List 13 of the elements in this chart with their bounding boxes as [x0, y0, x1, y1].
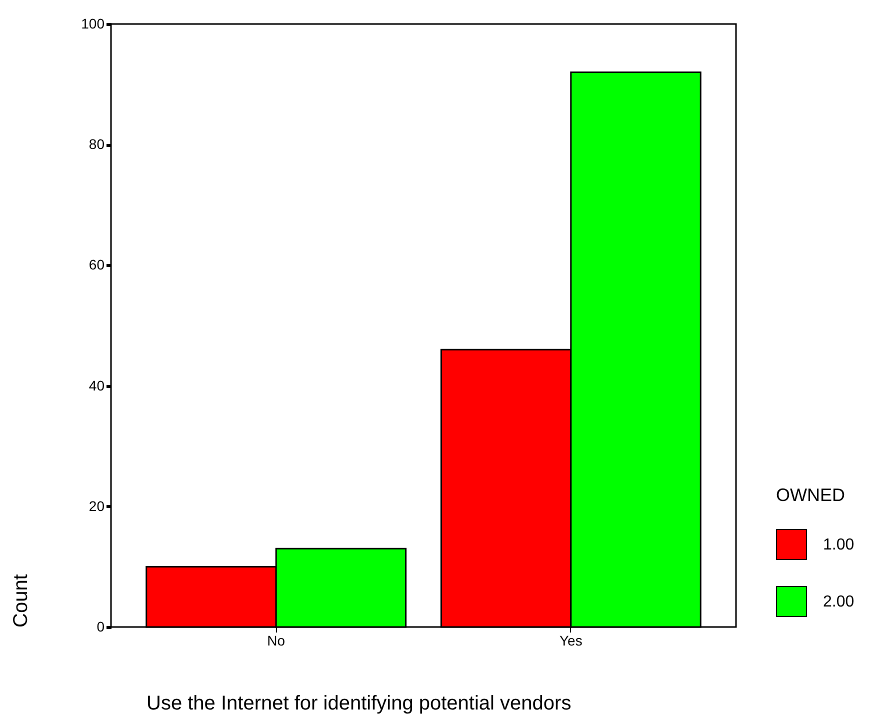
x-tick-label: Yes — [559, 632, 582, 648]
y-tick-label: 0 — [96, 618, 105, 634]
y-tick-label: 20 — [88, 498, 105, 514]
y-tick-label: 80 — [88, 136, 105, 152]
legend-label: 2.00 — [823, 594, 854, 610]
legend-title: OWNED — [776, 485, 845, 505]
x-axis-title: Use the Internet for identifying potential vendors — [146, 692, 572, 714]
y-tick-label: 100 — [81, 16, 105, 32]
legend-label: 1.00 — [823, 536, 854, 554]
y-tick-label: 60 — [88, 256, 105, 273]
y-axis-title: Count — [10, 574, 32, 628]
x-tick-label: No — [267, 632, 286, 648]
y-tick-label: 40 — [88, 377, 105, 394]
